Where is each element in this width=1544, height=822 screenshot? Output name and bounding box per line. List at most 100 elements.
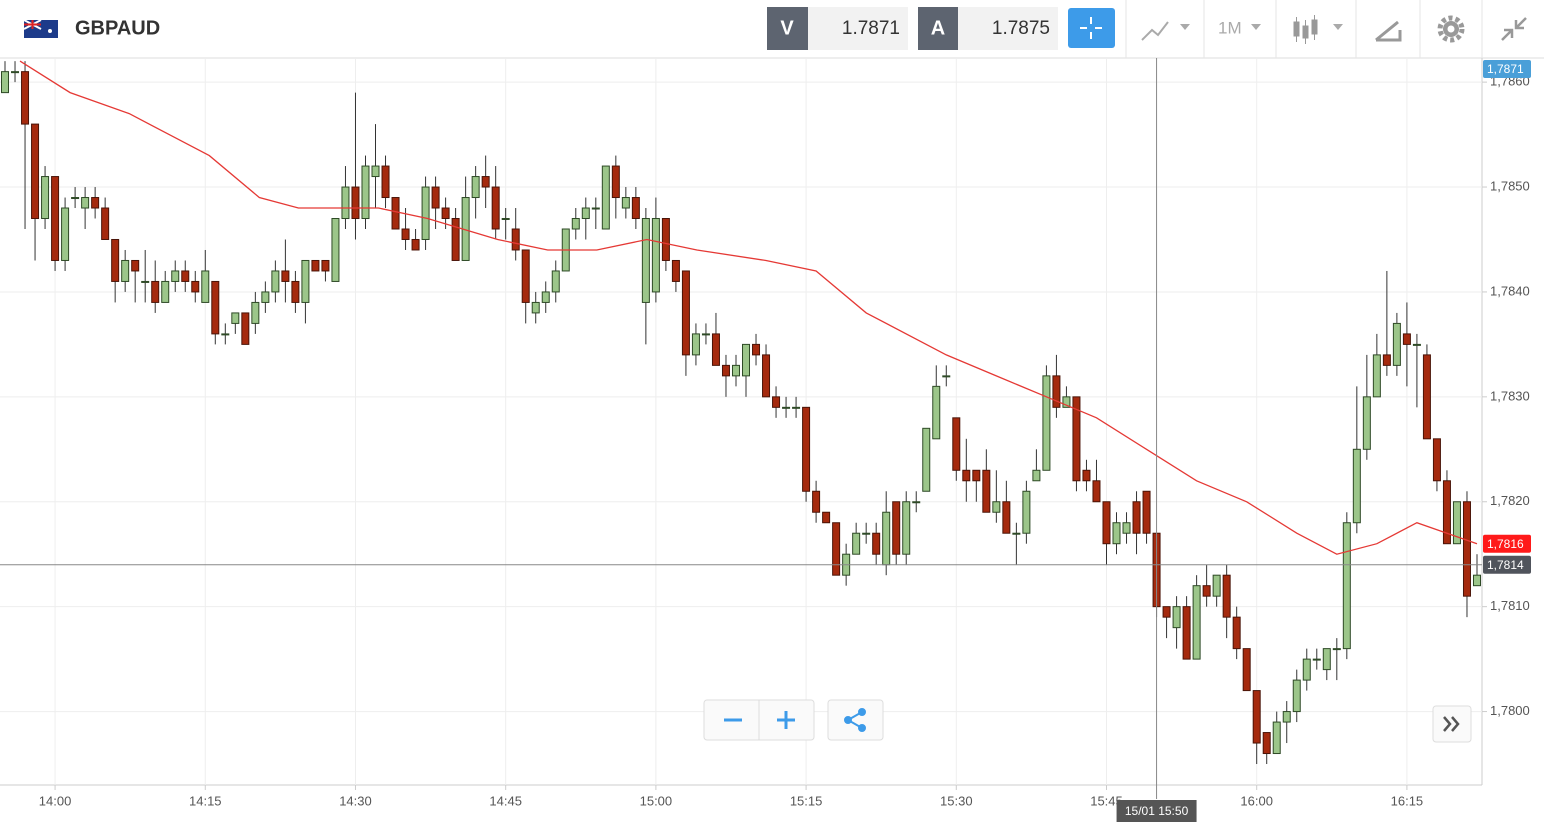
candle-body	[271, 270, 280, 293]
dropdown-icon	[1251, 24, 1261, 30]
x-tick-label: 14:45	[489, 793, 522, 808]
ask-button[interactable]	[918, 7, 958, 50]
price-badge	[1483, 555, 1531, 574]
candle-body	[31, 123, 40, 220]
dropdown-icon	[1180, 24, 1190, 30]
candle-body	[251, 301, 260, 324]
candle-body	[1172, 606, 1181, 629]
candle-body	[731, 364, 740, 377]
price-badge-label: 1,7871	[1487, 62, 1524, 76]
candle-body	[621, 197, 630, 209]
candle-body	[1012, 532, 1021, 535]
candle-body	[1422, 354, 1431, 440]
candle-body	[1332, 648, 1341, 651]
candle-body	[1092, 480, 1101, 503]
candles-icon[interactable]	[1293, 15, 1318, 44]
candle-body	[912, 501, 921, 504]
candle-body	[41, 176, 50, 220]
candle-body	[491, 186, 500, 230]
candle-body	[181, 270, 190, 282]
candle-body	[1062, 396, 1071, 408]
candle-body	[872, 532, 881, 555]
y-tick-label: 1,7850	[1490, 178, 1530, 193]
chart-type-icon[interactable]	[1141, 21, 1169, 41]
candle-body	[171, 270, 180, 282]
timeframe[interactable]: 1M	[1218, 18, 1242, 37]
candle-body	[481, 176, 490, 188]
candle-body	[822, 511, 831, 524]
candle-body	[1222, 574, 1231, 618]
candle-body	[762, 354, 771, 398]
candle-body	[742, 343, 751, 377]
candle-body	[501, 218, 510, 221]
moving-average	[19, 60, 1478, 555]
candle-body	[361, 165, 370, 220]
settings-icon[interactable]	[1437, 15, 1465, 43]
candle-body	[11, 71, 20, 74]
candle-body	[1282, 711, 1291, 723]
candle-body	[71, 197, 80, 200]
zoom-controls	[703, 699, 1472, 743]
candle-body	[1312, 658, 1321, 661]
candle-body	[1162, 606, 1171, 618]
candle-body	[641, 218, 650, 303]
candle-body	[1102, 501, 1111, 545]
candle-body	[1292, 679, 1301, 713]
candle-body	[892, 501, 901, 555]
candle-body	[51, 176, 60, 261]
candle-body	[431, 186, 440, 209]
candle-body	[81, 197, 90, 209]
candle-body	[121, 259, 130, 282]
price-badge-label: 1,7816	[1487, 537, 1524, 551]
candle-body	[151, 280, 160, 303]
collapse-icon[interactable]	[1501, 17, 1527, 41]
x-tick-label: 14:30	[339, 793, 372, 808]
candle-body	[852, 532, 861, 555]
share-icon	[844, 708, 866, 732]
candle-body	[331, 218, 340, 282]
candle-body	[1232, 616, 1241, 650]
candle-body	[591, 207, 600, 210]
candle-body	[1462, 501, 1471, 597]
candle-body	[752, 343, 761, 356]
x-tick-label: 16:00	[1240, 793, 1273, 808]
candle-body	[812, 490, 821, 513]
candle-body	[231, 312, 240, 324]
candle-body	[91, 197, 100, 209]
candle-body	[111, 238, 120, 282]
x-tick-label: 15:00	[640, 793, 673, 808]
crosshair-button[interactable]	[1068, 8, 1115, 48]
scroll-right-icon	[1443, 716, 1460, 732]
candle-body	[862, 532, 871, 535]
candle-body	[1382, 354, 1391, 366]
scroll-right-button[interactable]	[1432, 705, 1472, 743]
candle-body	[1082, 469, 1091, 482]
candle-body	[291, 280, 300, 303]
candle-body	[1452, 501, 1461, 545]
draw-icon[interactable]	[1375, 20, 1402, 42]
candle-body	[792, 406, 801, 409]
candle-body	[1052, 375, 1061, 408]
candle-body	[1302, 658, 1311, 681]
candle-body	[902, 501, 911, 555]
crosshair-time-label: 15/01 15:50	[1125, 804, 1189, 818]
candle-body	[1472, 574, 1481, 587]
candle-body	[1352, 448, 1361, 524]
candle-body	[131, 259, 140, 272]
ask-price: 1.7875	[992, 18, 1050, 39]
candle-body	[1272, 721, 1281, 755]
candle-body	[521, 249, 530, 303]
candle-body	[451, 218, 460, 261]
candle-body	[972, 469, 981, 482]
candle-body	[531, 301, 540, 314]
candle-body	[341, 186, 350, 220]
y-tick-label: 1,7820	[1490, 493, 1530, 508]
zoom-in-button[interactable]	[777, 711, 795, 729]
bid-button[interactable]	[767, 7, 808, 50]
candle-body	[832, 522, 841, 576]
ask-box[interactable]	[958, 7, 1058, 50]
candle-body	[1392, 322, 1401, 366]
bid-box[interactable]	[808, 7, 908, 50]
share-button[interactable]	[827, 699, 884, 741]
